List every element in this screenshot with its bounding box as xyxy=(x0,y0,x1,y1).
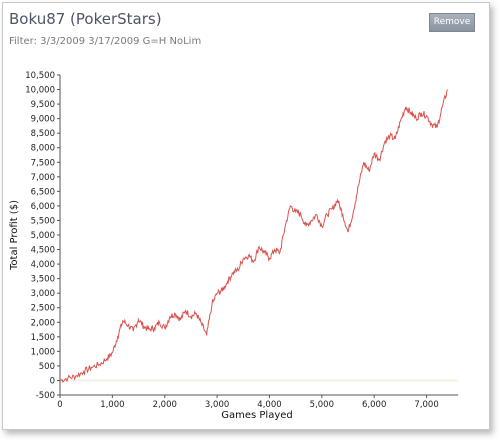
y-tick-label: 0 xyxy=(50,376,55,386)
x-tick-label: 5,000 xyxy=(310,400,334,410)
zero-band xyxy=(60,379,458,382)
x-axis-ticks: 0 1,000 2,000 3,000 4,000 5,000 6,000 7,000 xyxy=(57,395,439,410)
y-tick-label: -500 xyxy=(36,391,55,401)
y-tick-label: 9,500 xyxy=(31,100,55,110)
y-tick-label: 10,500 xyxy=(25,71,55,81)
y-tick-label: 3,000 xyxy=(31,289,55,299)
plot-area xyxy=(60,75,458,395)
y-tick-label: 500 xyxy=(39,362,55,372)
y-tick-label: 4,000 xyxy=(31,260,55,270)
y-tick-label: 3,500 xyxy=(31,275,55,285)
y-tick-label: 5,500 xyxy=(31,216,55,226)
y-tick-label: 8,500 xyxy=(31,129,55,139)
y-tick-label: 2,500 xyxy=(31,304,55,314)
x-tick-label: 2,000 xyxy=(153,400,177,410)
x-tick-label: 0 xyxy=(57,400,62,410)
y-axis-ticks: -500 0 500 1,000 1,500 2,000 2,500 3,000 3,500 4,… xyxy=(25,71,60,401)
y-tick-label: 4,500 xyxy=(31,246,55,256)
x-tick-label: 3,000 xyxy=(205,400,229,410)
x-tick-label: 7,000 xyxy=(414,400,438,410)
y-tick-label: 6,500 xyxy=(31,187,55,197)
y-tick-label: 8,000 xyxy=(31,144,55,154)
x-tick-label: 6,000 xyxy=(362,400,386,410)
y-tick-label: 7,500 xyxy=(31,158,55,168)
y-tick-label: 2,000 xyxy=(31,318,55,328)
y-tick-label: 10,000 xyxy=(25,86,55,96)
page-title: Boku87 (PokerStars) xyxy=(9,10,162,28)
x-tick-label: 1,000 xyxy=(100,400,124,410)
y-tick-label: 1,500 xyxy=(31,333,55,343)
x-axis-title: Games Played xyxy=(221,410,293,421)
filter-text: Filter: 3/3/2009 3/17/2009 G=H NoLim xyxy=(9,36,202,47)
y-tick-label: 1,000 xyxy=(31,347,55,357)
y-tick-label: 6,000 xyxy=(31,202,55,212)
y-axis-title: Total Profit ($) xyxy=(9,200,20,271)
profit-series-line xyxy=(59,89,448,383)
y-tick-label: 7,000 xyxy=(31,173,55,183)
y-tick-label: 9,000 xyxy=(31,115,55,125)
zero-reference-band xyxy=(60,379,458,382)
y-tick-label: 5,000 xyxy=(31,231,55,241)
x-tick-label: 4,000 xyxy=(257,400,281,410)
remove-button[interactable]: Remove xyxy=(429,13,475,32)
